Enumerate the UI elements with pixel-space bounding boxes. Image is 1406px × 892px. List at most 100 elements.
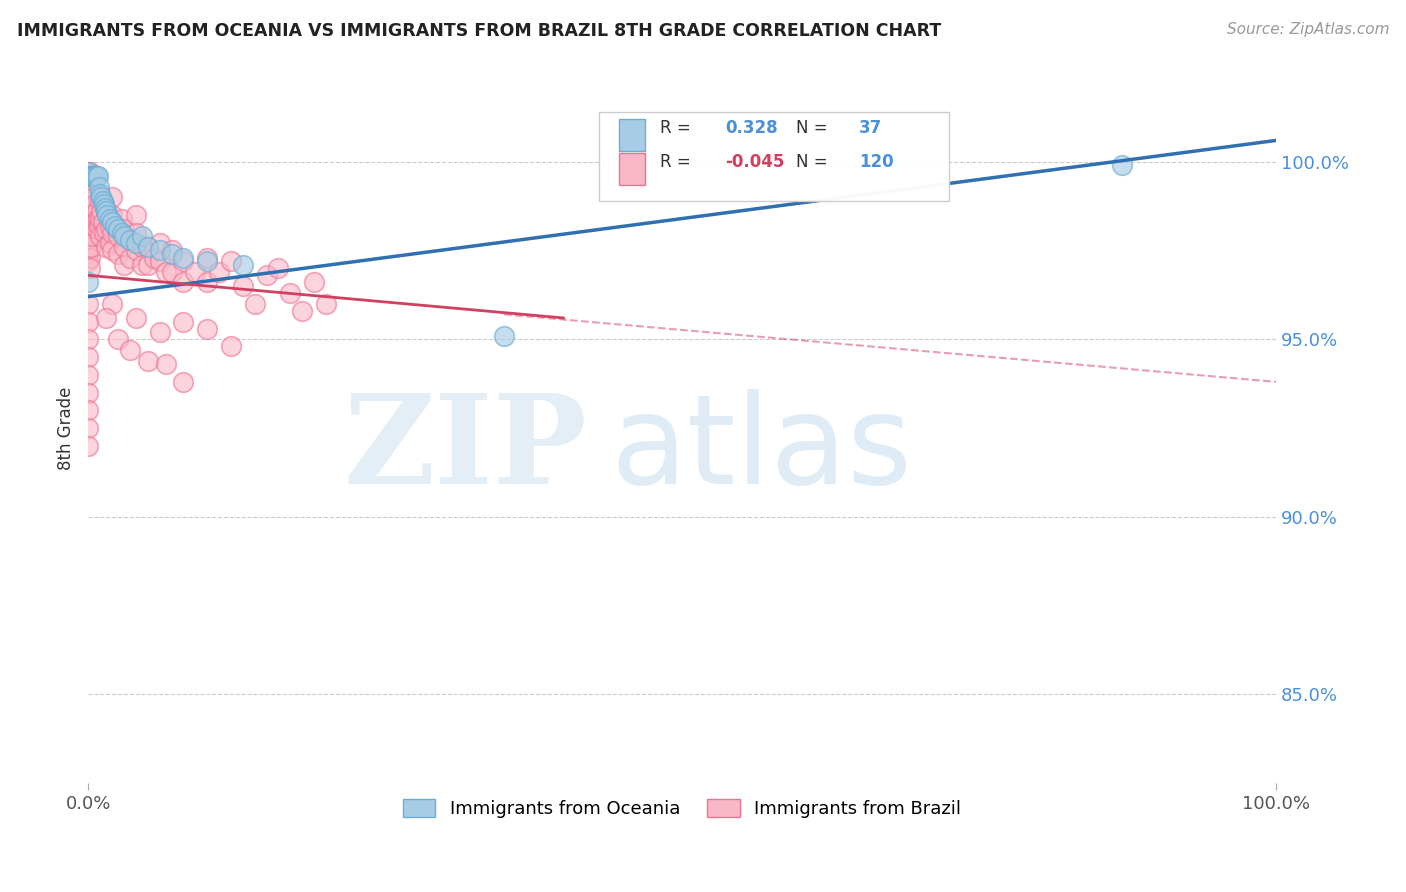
Point (82, 219, 104, 233)
Point (112, 258, 135, 272)
Point (89, 229, 111, 244)
Point (87, 179, 110, 194)
Point (77, 403, 100, 417)
Point (184, 265, 207, 279)
Point (131, 240, 153, 254)
Point (77, 194, 100, 208)
Point (232, 258, 254, 272)
Point (291, 303, 314, 318)
Point (77, 297, 100, 311)
Point (80, 226, 103, 240)
Point (125, 236, 148, 251)
Point (172, 314, 194, 328)
Point (232, 279, 254, 293)
Point (77, 233, 100, 247)
Point (107, 229, 129, 244)
Point (87, 211, 110, 226)
Text: IMMIGRANTS FROM OCEANIA VS IMMIGRANTS FROM BRAZIL 8TH GRADE CORRELATION CHART: IMMIGRANTS FROM OCEANIA VS IMMIGRANTS FR… (17, 22, 941, 40)
Point (77, 368, 100, 382)
Point (149, 236, 172, 251)
Point (172, 276, 194, 290)
Point (131, 229, 153, 244)
Point (98, 236, 121, 251)
Point (77, 165, 100, 179)
Point (96, 240, 118, 254)
Point (96, 222, 118, 236)
Point (80, 169, 103, 183)
Point (219, 254, 242, 268)
Point (195, 251, 218, 265)
Point (118, 251, 141, 265)
Point (172, 254, 194, 268)
Point (256, 268, 278, 283)
Text: N =: N = (796, 120, 832, 137)
Point (77, 314, 100, 328)
Point (82, 169, 104, 183)
Point (84, 169, 107, 183)
Point (79, 219, 101, 233)
Point (107, 247, 129, 261)
Point (1111, 158, 1133, 172)
Point (79, 165, 101, 179)
Point (208, 265, 231, 279)
Point (172, 251, 194, 265)
Point (149, 325, 172, 339)
Point (80, 194, 103, 208)
Point (80, 229, 103, 244)
Point (80, 211, 103, 226)
Bar (619, 153, 645, 185)
Point (82, 169, 104, 183)
Point (103, 219, 125, 233)
Point (112, 229, 135, 244)
Point (77, 204, 100, 219)
Text: -0.045: -0.045 (725, 153, 785, 170)
Bar (619, 120, 645, 152)
Point (136, 353, 159, 368)
Point (86, 169, 108, 183)
Point (94, 201, 117, 215)
Text: Source: ZipAtlas.com: Source: ZipAtlas.com (1226, 22, 1389, 37)
Point (118, 343, 141, 357)
Point (87, 169, 110, 183)
Point (77, 439, 100, 453)
Point (79, 186, 101, 201)
Point (82, 201, 104, 215)
Point (195, 276, 218, 290)
Point (118, 233, 141, 247)
Point (86, 222, 108, 236)
Point (96, 208, 118, 222)
Point (89, 186, 111, 201)
Point (278, 286, 301, 301)
Point (79, 197, 101, 211)
Point (77, 350, 100, 364)
Point (90, 190, 112, 204)
Point (90, 204, 112, 219)
Point (160, 244, 183, 258)
Point (84, 215, 107, 229)
Point (91, 215, 114, 229)
Point (77, 332, 100, 346)
Point (77, 385, 100, 400)
Y-axis label: 8th Grade: 8th Grade (58, 386, 75, 470)
Point (172, 375, 194, 389)
Point (80, 176, 103, 190)
Point (243, 297, 266, 311)
Point (101, 244, 124, 258)
Point (142, 251, 165, 265)
Point (77, 254, 100, 268)
Point (149, 254, 172, 268)
Point (107, 222, 129, 236)
Point (79, 176, 101, 190)
Point (136, 258, 159, 272)
Point (302, 276, 325, 290)
Point (101, 297, 124, 311)
Point (118, 233, 141, 247)
Point (77, 215, 100, 229)
Point (77, 165, 100, 179)
Point (195, 254, 218, 268)
Point (77, 276, 100, 290)
Text: N =: N = (796, 153, 832, 170)
Point (160, 247, 183, 261)
Point (79, 229, 101, 244)
Point (107, 332, 129, 346)
